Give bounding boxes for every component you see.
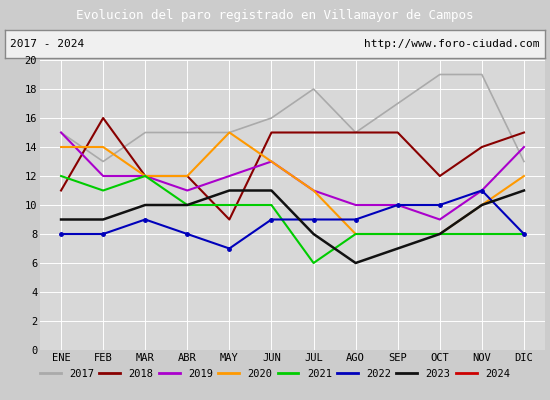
Text: Evolucion del paro registrado en Villamayor de Campos: Evolucion del paro registrado en Villama…	[76, 8, 474, 22]
Legend: 2017, 2018, 2019, 2020, 2021, 2022, 2023, 2024: 2017, 2018, 2019, 2020, 2021, 2022, 2023…	[36, 365, 514, 383]
Text: http://www.foro-ciudad.com: http://www.foro-ciudad.com	[364, 39, 540, 49]
Text: 2017 - 2024: 2017 - 2024	[10, 39, 85, 49]
